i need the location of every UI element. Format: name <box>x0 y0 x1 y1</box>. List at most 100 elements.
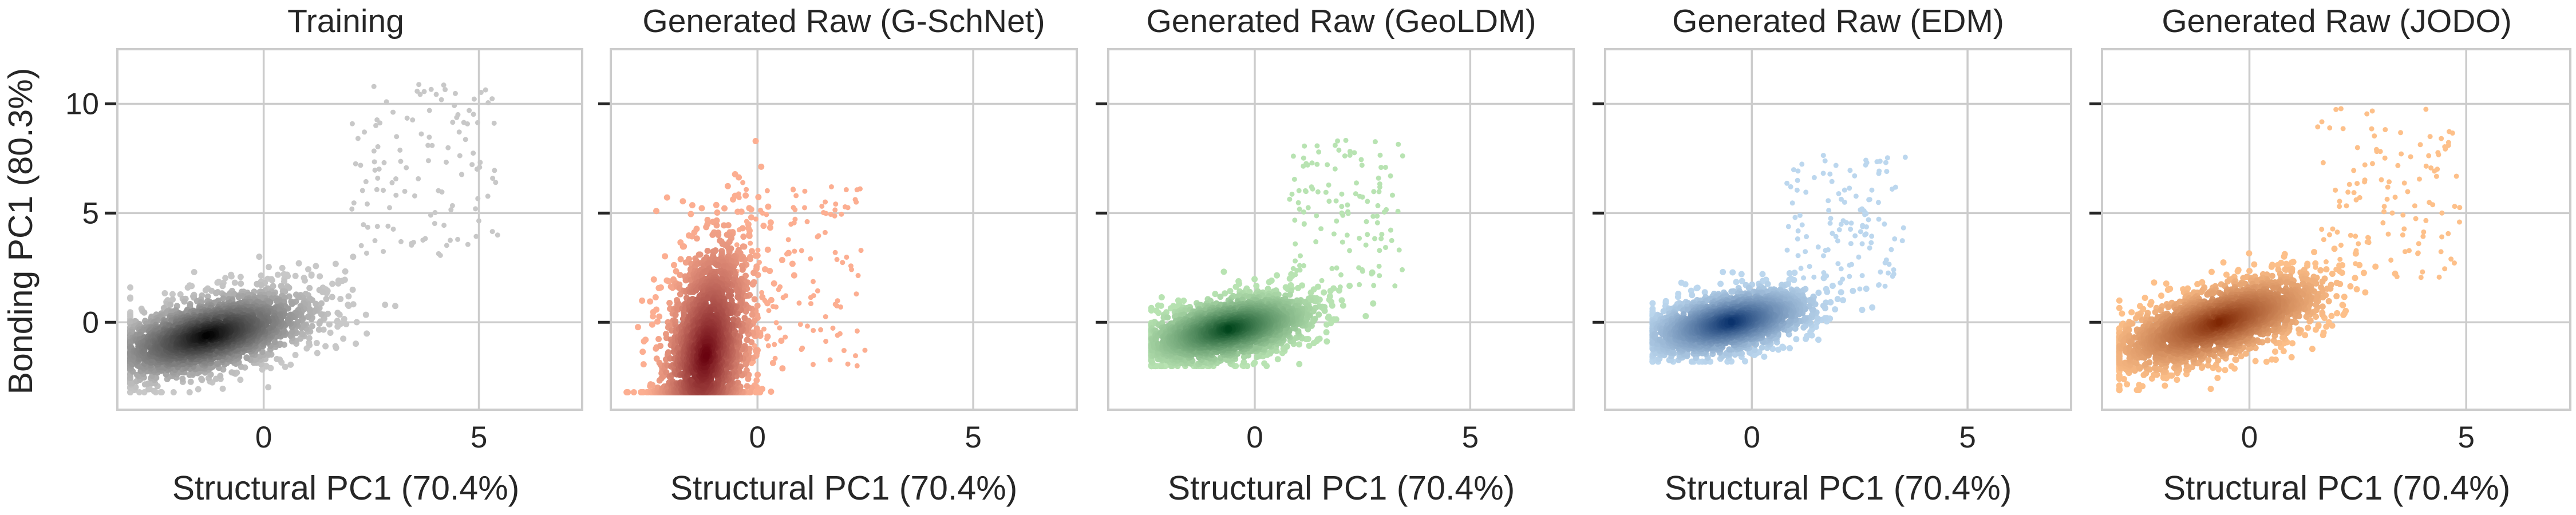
scatter-point <box>739 266 746 273</box>
scatter-point <box>1377 184 1382 190</box>
scatter-point <box>1360 268 1365 274</box>
scatter-point <box>271 338 278 345</box>
scatter-point <box>1382 244 1388 250</box>
scatter-point <box>404 116 410 121</box>
scatter-point <box>1357 235 1362 241</box>
scatter-point <box>1371 283 1377 288</box>
scatter-point <box>841 348 847 354</box>
y-tick-label: 0 <box>82 306 99 339</box>
scatter-point <box>1316 149 1322 155</box>
scatter-point <box>1345 202 1350 208</box>
scatter-point <box>1326 296 1333 303</box>
scatter-point <box>491 120 497 126</box>
scatter-point <box>313 340 320 347</box>
scatter-point <box>1293 258 1298 264</box>
scatter-point <box>1220 268 1227 275</box>
scatter-point <box>854 187 860 193</box>
scatter-point <box>815 288 820 294</box>
scatter-point <box>1301 221 1307 227</box>
scatter-point <box>747 256 754 263</box>
scatter-point <box>1340 302 1346 309</box>
y-tick-label: 5 <box>82 196 99 230</box>
scatter-point <box>371 148 377 154</box>
scatter-point <box>332 260 339 267</box>
scatter-point <box>1286 275 1293 282</box>
scatter-point <box>485 100 491 106</box>
scatter-point <box>1314 143 1320 149</box>
scatter-point <box>822 229 828 235</box>
scatter-point <box>832 213 837 219</box>
scatter-point <box>1323 321 1330 328</box>
scatter-point <box>767 224 773 231</box>
scatter-point <box>1343 137 1349 143</box>
scatter-point <box>1287 196 1293 202</box>
scatter-point <box>844 254 850 260</box>
scatter-point <box>1302 188 1308 193</box>
scatter-point <box>365 224 370 230</box>
scatter-point <box>800 345 805 351</box>
scatter-point <box>416 82 422 88</box>
scatter-point <box>764 212 769 217</box>
scatter-point <box>1323 338 1330 345</box>
scatter-point <box>384 99 389 105</box>
scatter-point <box>1384 207 1389 212</box>
scatter-point <box>390 226 396 232</box>
scatter-point <box>268 277 275 284</box>
scatter-point <box>845 205 851 211</box>
scatter-point <box>132 384 139 391</box>
scatter-point <box>363 179 369 184</box>
scatter-point <box>657 342 664 349</box>
scatter-point <box>467 108 472 113</box>
scatter-point <box>287 361 294 368</box>
scatter-point <box>759 386 766 393</box>
scatter-point <box>235 294 242 300</box>
scatter-point <box>810 362 816 367</box>
scatter-point <box>455 236 461 242</box>
scatter-point <box>390 109 396 115</box>
scatter-point <box>854 291 859 297</box>
scatter-point <box>214 279 221 286</box>
scatter-point <box>334 310 341 316</box>
scatter-point <box>839 211 844 217</box>
scatter-point <box>358 243 364 248</box>
scatter-point <box>1326 199 1332 204</box>
scatter-point <box>442 87 448 93</box>
scatter-point <box>332 343 339 350</box>
scatter-point <box>1302 143 1307 149</box>
scatter-point <box>1261 360 1268 367</box>
scatter-point <box>715 231 722 238</box>
scatter-point <box>1291 176 1297 182</box>
scatter-point <box>755 247 761 253</box>
scatter-point <box>1395 208 1401 214</box>
scatter-point <box>854 363 860 369</box>
scatter-point <box>169 296 176 303</box>
scatter-point <box>1339 204 1345 209</box>
scatter-point <box>854 199 859 205</box>
scatter-point <box>256 353 263 360</box>
scatter-point <box>1329 266 1335 271</box>
scatter-point <box>195 386 202 393</box>
scatter-point <box>1336 147 1342 153</box>
scatter-point <box>1318 226 1324 232</box>
scatter-point <box>327 329 334 336</box>
scatter-point <box>693 235 700 242</box>
scatter-point <box>1325 162 1330 168</box>
scatter-point <box>473 233 479 239</box>
scatter-point <box>650 313 657 320</box>
scatter-point <box>823 314 828 319</box>
scatter-point <box>410 117 416 123</box>
scatter-point <box>1375 203 1381 208</box>
scatter-point <box>213 290 220 296</box>
x-tick-label: 5 <box>471 421 487 454</box>
scatter-point <box>469 162 475 168</box>
scatter-point <box>741 315 748 322</box>
scatter-point <box>315 326 322 333</box>
scatter-point <box>823 339 829 344</box>
scatter-point <box>432 221 437 227</box>
scatter-point <box>832 249 838 255</box>
scatter-point <box>823 211 829 216</box>
scatter-point <box>1296 360 1303 367</box>
scatter-point <box>1363 242 1369 248</box>
